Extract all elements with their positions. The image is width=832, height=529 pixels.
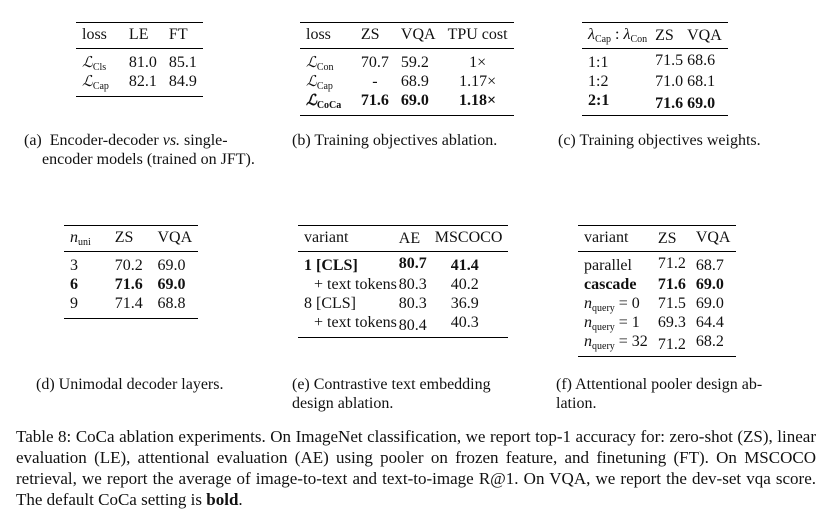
col-header: ZS (114, 229, 134, 246)
table-row: nquery = 1 69.3 64.4 (584, 314, 724, 333)
col-header: VQA (695, 229, 731, 246)
caption-e: (e) Contrastive text embedding design ab… (292, 376, 491, 412)
table-c: λCap : λCon ZS VQA 1:1 71.5 68.6 1:2 71.… (582, 22, 728, 116)
col-header: VQA (687, 27, 722, 44)
table-d: nuni ZS VQA 3 70.2 69.0 6 71.6 69.0 9 71… (64, 225, 199, 319)
col-header: ZS (657, 230, 677, 247)
table-e: variant AE MSCOCO 1 [CLS] 80.7 41.4 + te… (298, 225, 509, 338)
col-header: VQA (157, 229, 193, 246)
table-row: 1 [CLS] 80.7 41.4 (304, 255, 479, 274)
col-header: loss (82, 26, 107, 43)
table-row: 3 70.2 69.0 (70, 257, 186, 274)
table-row: 9 71.4 68.8 (70, 295, 186, 312)
table-row: nquery = 0 71.5 69.0 (584, 295, 724, 314)
col-header-n: nuni (70, 229, 91, 248)
table-row: 1:1 71.5 68.6 (588, 52, 716, 71)
table-row: parallel 71.2 68.7 (584, 255, 724, 274)
table-row: nquery = 32 71.2 68.2 (584, 333, 724, 353)
table-a-panel: loss LE FT ℒCls 81.0 85.1 ℒCap 82.1 84.9 (76, 22, 203, 97)
table-a: loss LE FT ℒCls 81.0 85.1 ℒCap 82.1 84.9 (76, 22, 203, 97)
table-row: 1:2 71.0 68.1 (588, 73, 716, 90)
col-header: FT (168, 26, 188, 43)
col-header: ZS (360, 26, 380, 43)
caption-a: (a) Encoder-decoder vs. single- encoder … (24, 132, 255, 168)
table-row: ℒCon 70.7 59.2 1× (306, 53, 487, 73)
caption-c: (c) Training objectives weights. (558, 132, 761, 149)
table-row: 8 [CLS] 80.3 36.9 (304, 295, 479, 312)
col-header: variant (304, 229, 349, 246)
loss-symbol: ℒ (82, 72, 93, 90)
table-row: ℒCap - 68.9 1.17× (306, 72, 497, 92)
col-header: LE (128, 26, 149, 43)
table-row: ℒCls 81.0 85.1 (82, 53, 197, 73)
col-header: variant (584, 229, 629, 246)
col-header: loss (306, 26, 331, 43)
table-row: 2:1 71.6 69.0 (588, 92, 716, 112)
table-row: 6 71.6 69.0 (70, 276, 186, 293)
col-header: TPU cost (447, 26, 508, 43)
col-header: AE (398, 230, 421, 247)
col-header-weights: λCap : λCon (588, 26, 648, 45)
table-e-panel: variant AE MSCOCO 1 [CLS] 80.7 41.4 + te… (298, 225, 509, 338)
table-b: loss ZS VQA TPU cost ℒCon 70.7 59.2 1× ℒ… (300, 22, 514, 116)
table-b-panel: loss ZS VQA TPU cost ℒCon 70.7 59.2 1× ℒ… (300, 22, 514, 116)
col-header: MSCOCO (434, 229, 503, 246)
loss-symbol: ℒ (82, 53, 93, 71)
table-f-panel: variant ZS VQA parallel 71.2 68.7 cascad… (578, 225, 737, 357)
table-row: ℒCap 82.1 84.9 (82, 72, 197, 92)
table-c-panel: λCap : λCon ZS VQA 1:1 71.5 68.6 1:2 71.… (582, 22, 728, 116)
col-header: VQA (400, 26, 436, 43)
col-header: ZS (655, 27, 674, 44)
caption-d: (d) Unimodal decoder layers. (36, 376, 224, 393)
table-row: ℒCoCa 71.6 69.0 1.18× (306, 91, 497, 111)
table-f: variant ZS VQA parallel 71.2 68.7 cascad… (578, 225, 737, 357)
caption-f: (f) Attentional pooler design ab- lation… (556, 376, 763, 412)
table-row: + text tokens 80.4 40.3 (314, 314, 479, 334)
table-d-panel: nuni ZS VQA 3 70.2 69.0 6 71.6 69.0 9 71… (64, 225, 199, 319)
table-caption: Table 8: CoCa ablation experiments. On I… (16, 427, 816, 509)
table-row: cascade 71.6 69.0 (584, 276, 724, 293)
caption-b: (b) Training objectives ablation. (292, 132, 498, 149)
table-row: + text tokens 80.3 40.2 (314, 276, 479, 293)
